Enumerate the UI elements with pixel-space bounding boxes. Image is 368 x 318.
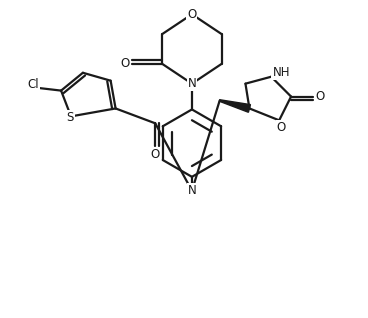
Polygon shape bbox=[219, 100, 251, 112]
Text: N: N bbox=[188, 77, 196, 90]
Text: O: O bbox=[187, 8, 197, 21]
Text: N: N bbox=[188, 184, 196, 197]
Text: O: O bbox=[315, 90, 325, 103]
Text: O: O bbox=[120, 57, 129, 70]
Text: O: O bbox=[151, 148, 160, 161]
Text: NH: NH bbox=[272, 66, 290, 79]
Text: S: S bbox=[66, 111, 74, 124]
Text: Cl: Cl bbox=[28, 78, 39, 91]
Text: O: O bbox=[276, 121, 286, 134]
